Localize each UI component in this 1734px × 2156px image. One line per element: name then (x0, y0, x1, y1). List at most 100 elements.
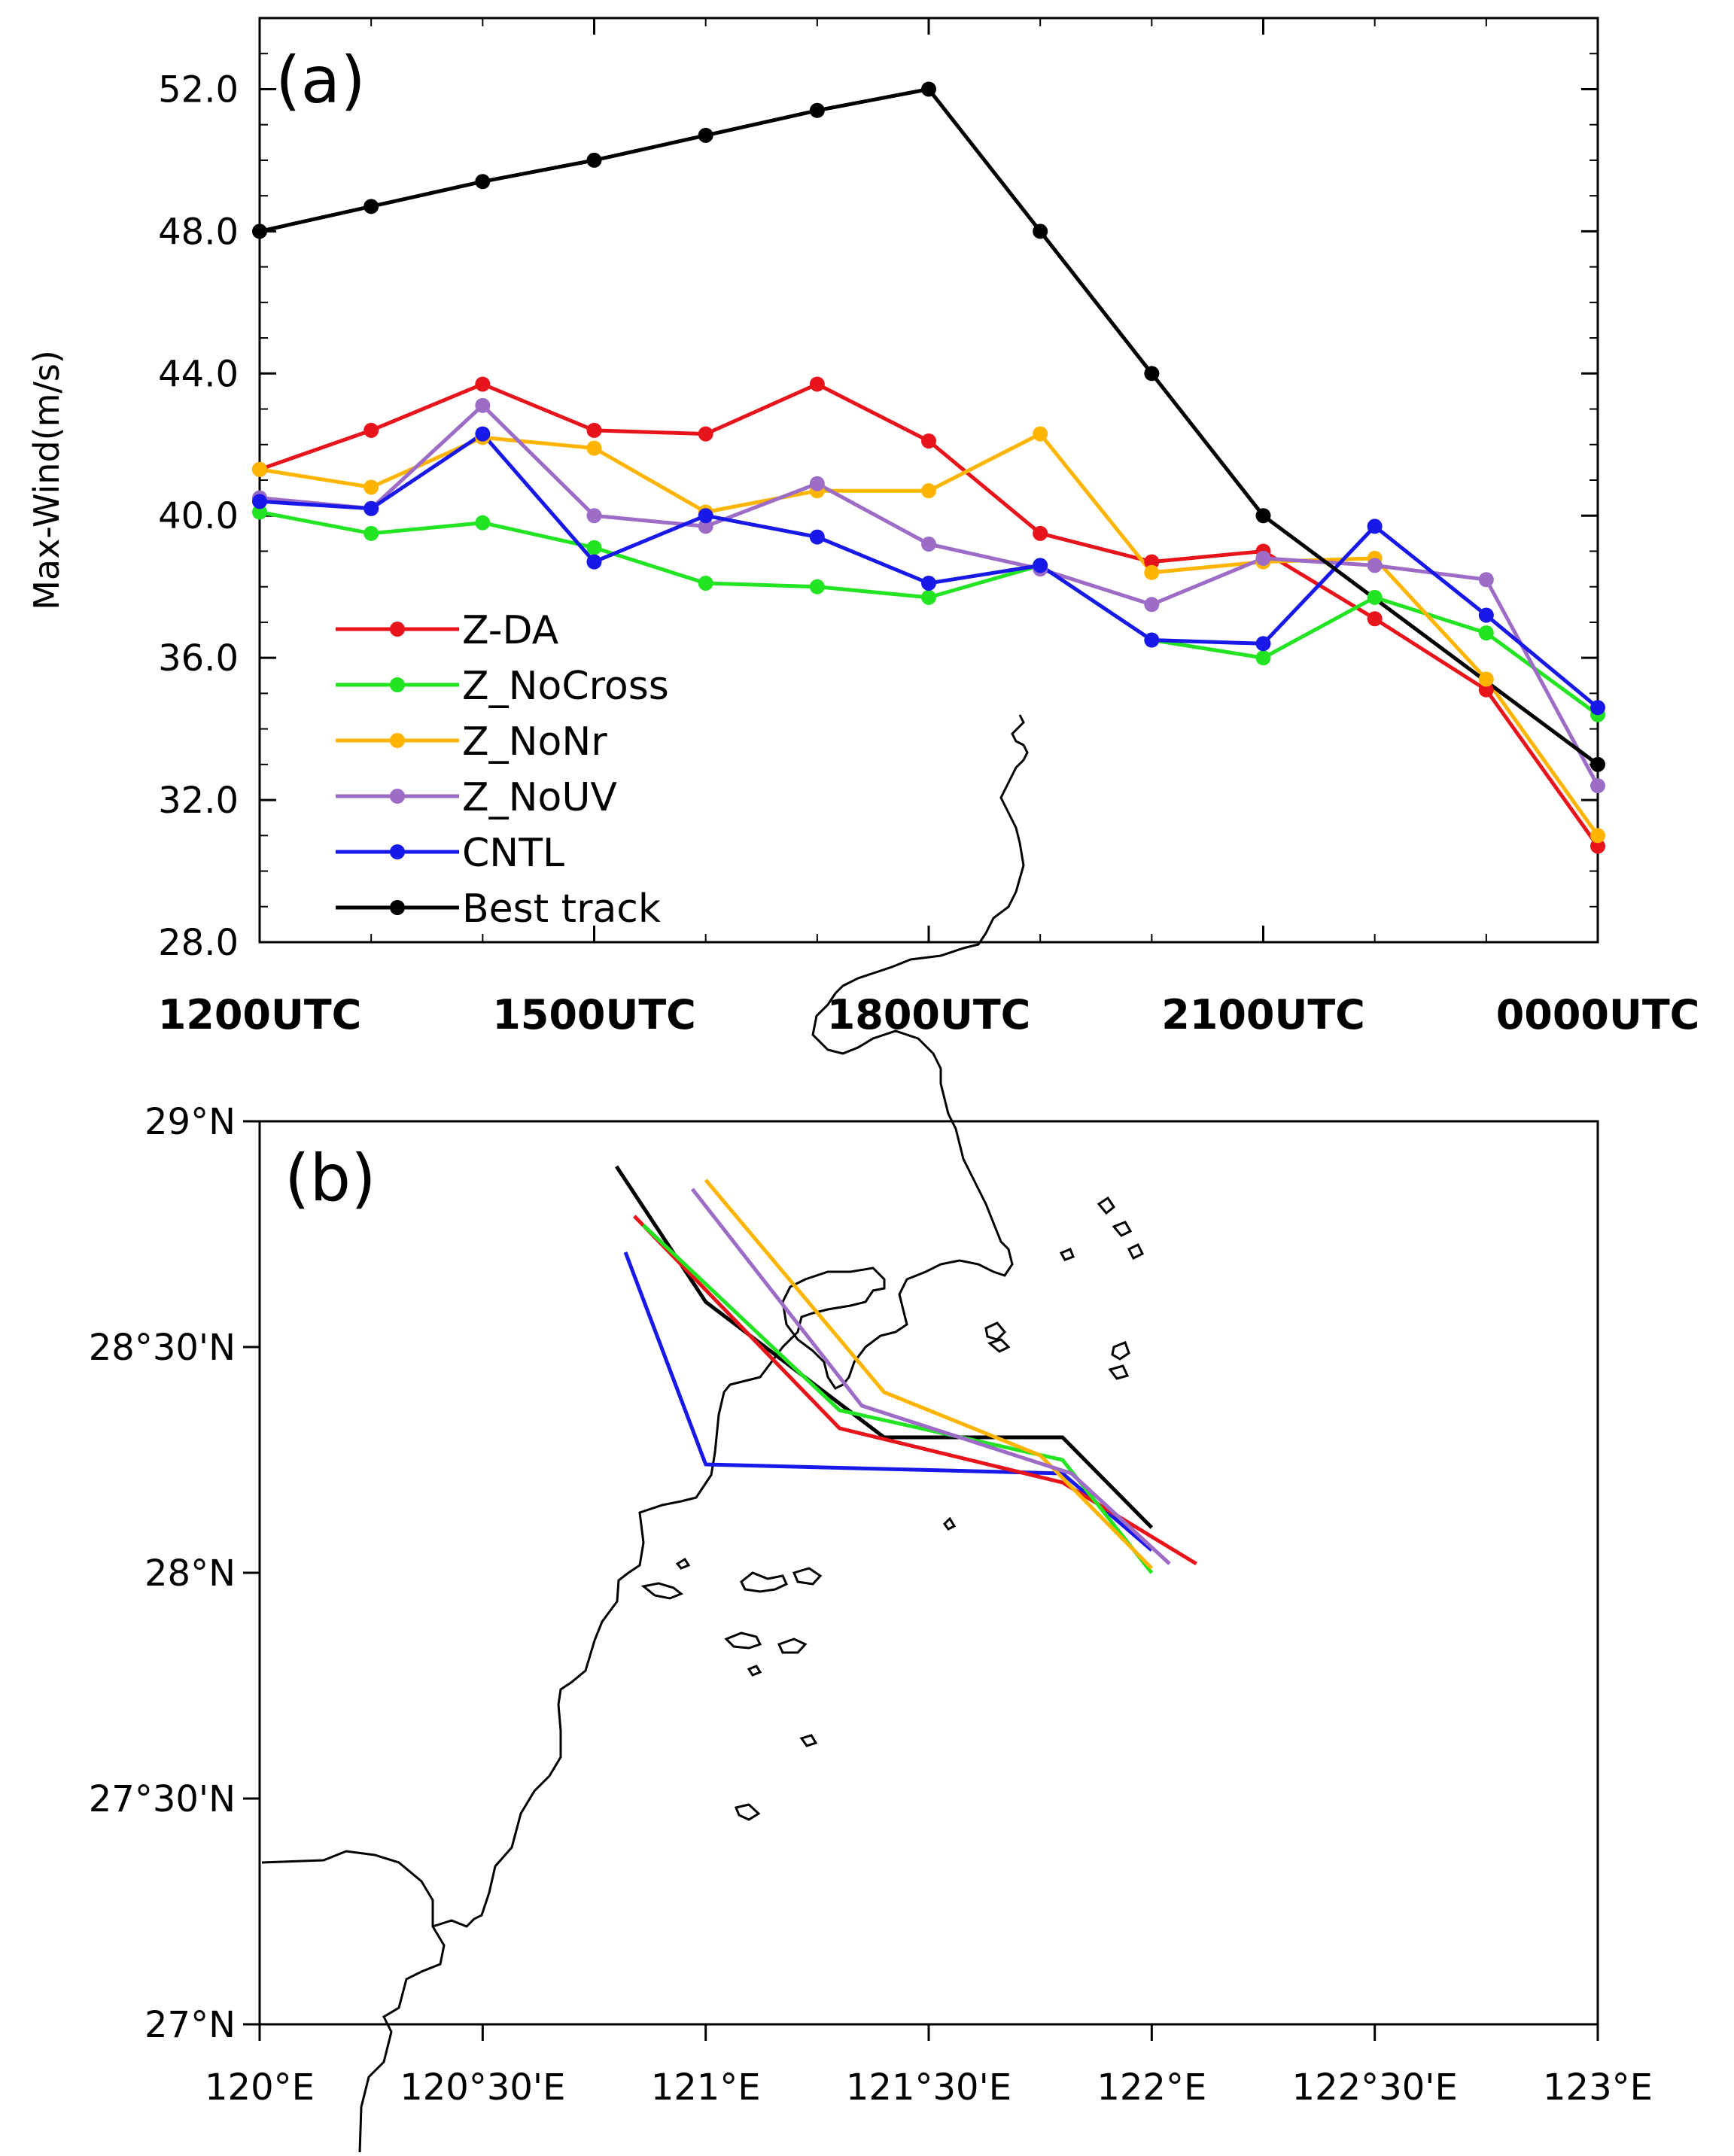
data-point-z-da (1033, 525, 1048, 541)
y-tick-label: 36.0 (158, 637, 239, 680)
data-point-z-nocross (252, 504, 267, 520)
data-point-z-nouv (1144, 597, 1160, 613)
y-tick-label: 44.0 (158, 353, 239, 395)
data-point-z-da (698, 426, 713, 442)
data-point-best-track (1033, 224, 1048, 239)
legend-label-z-nonr: Z_NoNr (462, 719, 607, 765)
data-point-z-nouv (921, 537, 936, 552)
data-point-z-nocross (921, 589, 936, 605)
panel-a-max-wind-chart: 28.0 32.0 36.0 40.0 44.0 48.0 52.0 1200UTC 1500U… (26, 17, 1700, 1038)
data-point-z-nonr (364, 479, 379, 495)
lon-tick-label: 120°E (205, 2066, 315, 2109)
data-point-z-nonr (1590, 828, 1605, 844)
y-tick-label: 52.0 (158, 68, 239, 111)
panel-b-label: (b) (284, 1141, 376, 1216)
data-point-z-nocross (475, 515, 491, 531)
legend-marker-z-nouv (390, 789, 405, 804)
data-point-cntl (252, 494, 267, 509)
x-tick-label: 1500UTC (492, 991, 696, 1038)
data-point-best-track (698, 127, 713, 143)
data-point-best-track (921, 81, 936, 97)
data-point-z-nocross (1255, 650, 1271, 666)
data-point-z-nocross (809, 579, 825, 594)
data-point-z-nonr (586, 440, 602, 456)
panel-b-track-map: 120°E 120°30'E 121°E 121°30'E 122°E 122°30'E 1… (89, 714, 1653, 2153)
panel-a-label: (a) (275, 43, 366, 118)
data-point-z-nocross (364, 525, 379, 541)
data-point-z-nocross (698, 575, 713, 591)
data-point-cntl (586, 554, 602, 570)
data-point-cntl (921, 575, 936, 591)
data-point-z-nouv (1367, 558, 1383, 573)
data-point-z-nonr (1144, 564, 1160, 580)
data-point-z-nouv (475, 397, 491, 413)
legend-marker-cntl (390, 844, 405, 859)
lon-tick-label: 122°30'E (1292, 2066, 1458, 2109)
data-point-cntl (1367, 518, 1383, 534)
data-point-z-nonr (1033, 426, 1048, 442)
data-point-z-nouv (698, 518, 713, 534)
legend-label-z-nouv: Z_NoUV (462, 775, 617, 820)
y-tick-label: 48.0 (158, 211, 239, 253)
lon-tick-label: 120°30'E (400, 2066, 565, 2109)
legend-marker-z-nonr (390, 733, 405, 748)
data-point-cntl (1478, 607, 1494, 623)
panel-a-legend: Z-DA Z_NoCross Z_NoNr Z_NoUV CNTL Best track (336, 608, 669, 932)
data-point-z-nocross (1367, 589, 1383, 605)
legend-label-best-track: Best track (462, 886, 661, 932)
lon-tick-label: 123°E (1543, 2066, 1653, 2109)
lon-tick-label: 121°30'E (846, 2066, 1012, 2109)
data-point-z-nouv (1590, 778, 1605, 794)
x-tick-label: 1800UTC (827, 991, 1031, 1038)
track-line-z-nouv (690, 1187, 1171, 1565)
data-point-z-da (586, 422, 602, 438)
data-point-z-da (921, 433, 936, 449)
lat-tick-label: 27°30'N (89, 1778, 236, 1820)
data-point-cntl (475, 426, 491, 442)
data-point-cntl (1033, 558, 1048, 573)
series-line-cntl (259, 432, 1599, 710)
coastline-map (261, 714, 1145, 2153)
data-point-z-da (364, 422, 379, 438)
lat-tick-label: 28°N (144, 1552, 236, 1595)
data-point-cntl (1590, 700, 1605, 716)
data-point-z-nouv (1255, 550, 1271, 566)
data-point-z-da (1478, 682, 1494, 698)
lon-tick-label: 121°E (651, 2066, 761, 2109)
data-point-z-nonr (1478, 671, 1494, 687)
legend-label-cntl: CNTL (462, 831, 564, 876)
data-point-z-nouv (809, 476, 825, 491)
lat-tick-label: 27°N (144, 2004, 236, 2046)
data-point-z-da (809, 376, 825, 392)
data-point-cntl (364, 500, 379, 516)
y-tick-label: 32.0 (158, 780, 239, 822)
data-point-z-nouv (1478, 572, 1494, 588)
data-point-best-track (586, 152, 602, 168)
lon-tick-label: 122°E (1097, 2066, 1206, 2109)
legend-marker-z-da (390, 622, 405, 637)
data-point-z-nocross (1478, 625, 1494, 641)
lat-tick-label: 29°N (144, 1101, 236, 1143)
y-tick-label: 28.0 (158, 922, 239, 964)
track-line-cntl (623, 1251, 1153, 1552)
data-point-best-track (809, 102, 825, 118)
legend-marker-z-nocross (390, 677, 405, 692)
data-point-z-nonr (921, 483, 936, 499)
x-tick-label: 1200UTC (158, 991, 362, 1038)
data-point-best-track (1144, 366, 1160, 382)
data-point-z-da (1144, 554, 1160, 570)
data-point-z-da (1367, 611, 1383, 627)
data-point-z-da (475, 376, 491, 392)
x-tick-label: 0000UTC (1496, 991, 1700, 1038)
legend-marker-best-track (390, 900, 405, 915)
data-point-z-nocross (586, 540, 602, 555)
data-point-best-track (364, 199, 379, 214)
y-tick-label: 40.0 (158, 495, 239, 537)
data-point-cntl (809, 529, 825, 545)
data-point-best-track (475, 174, 491, 190)
data-point-z-nonr (252, 461, 267, 477)
data-point-z-da (1590, 838, 1605, 854)
panel-a-frame (258, 17, 1599, 944)
data-point-best-track (1255, 508, 1271, 524)
